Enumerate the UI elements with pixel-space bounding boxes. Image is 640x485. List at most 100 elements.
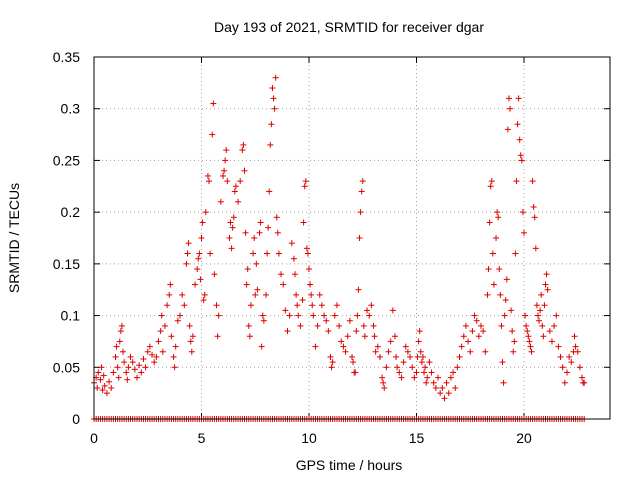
data-point [445, 390, 452, 397]
data-point [411, 374, 418, 381]
data-point [257, 219, 264, 226]
data-point [268, 121, 275, 128]
data-point [424, 374, 431, 381]
data-point [510, 348, 517, 355]
data-point [525, 333, 532, 340]
data-point [226, 235, 233, 241]
data-point [235, 198, 242, 205]
data-point [116, 338, 123, 345]
data-point [101, 382, 108, 389]
data-point [480, 328, 487, 335]
data-point [557, 353, 564, 360]
axis-ticks: 0 0.05 0.1 0.15 0.2 0.25 0.3 0.35 0 5 10 15 20 [53, 49, 610, 446]
data-point [270, 95, 277, 102]
data-point [517, 152, 524, 159]
data-point [342, 348, 349, 355]
data-point [415, 338, 422, 345]
data-point [354, 312, 361, 319]
data-point [171, 364, 178, 371]
data-point [125, 364, 132, 371]
data-point [338, 338, 345, 345]
data-point [518, 157, 525, 164]
data-point [478, 322, 484, 329]
data-point [385, 348, 392, 355]
data-point [113, 343, 120, 350]
data-point [364, 307, 371, 314]
data-point [499, 359, 506, 366]
data-point [221, 167, 228, 174]
data-point [189, 333, 196, 340]
data-point [443, 379, 450, 386]
data-point [110, 369, 117, 376]
data-point [202, 209, 209, 216]
data-point [195, 255, 202, 262]
data-point [555, 343, 562, 350]
data-point [494, 209, 501, 216]
data-point [389, 307, 396, 314]
data-point [404, 348, 411, 355]
data-point [142, 364, 149, 371]
data-point [209, 131, 216, 138]
data-point [108, 384, 115, 391]
data-point [333, 302, 340, 309]
data-point [417, 348, 424, 355]
data-point [127, 353, 134, 360]
data-point [487, 183, 494, 190]
data-point [392, 333, 398, 340]
data-point [349, 353, 355, 360]
data-point [462, 322, 469, 329]
data-point [230, 214, 237, 221]
data-point [282, 307, 289, 314]
data-point [515, 95, 522, 102]
data-point [217, 198, 224, 205]
data-point [497, 291, 504, 298]
data-point [321, 312, 328, 319]
data-point [353, 328, 360, 335]
data-point [124, 376, 131, 383]
data-point [284, 328, 291, 335]
chart-title: Day 193 of 2021, SRMTID for receiver dga… [214, 19, 484, 35]
data-point [250, 250, 257, 257]
data-point [514, 121, 521, 128]
data-point [164, 302, 171, 309]
data-point [308, 291, 315, 298]
data-point [254, 286, 261, 293]
data-point [245, 322, 252, 329]
data-point [252, 291, 259, 298]
x-tick-label: 15 [409, 430, 425, 446]
data-point [181, 302, 188, 309]
data-point [185, 240, 192, 247]
data-point [493, 235, 500, 241]
data-point [265, 224, 272, 231]
data-point [312, 343, 319, 350]
data-point [271, 105, 278, 112]
data-point [117, 328, 124, 335]
data-point [519, 209, 526, 216]
data-point [247, 302, 254, 309]
data-point [120, 348, 127, 355]
data-point [106, 378, 113, 385]
data-point [340, 343, 347, 350]
plot-frame [93, 56, 611, 420]
data-point [400, 359, 407, 366]
data-point [422, 364, 429, 371]
data-point [323, 317, 330, 324]
data-point [95, 369, 102, 376]
data-point [542, 281, 549, 288]
data-point [500, 379, 507, 386]
data-point [200, 297, 207, 304]
data-point [301, 183, 308, 190]
data-point [524, 328, 531, 335]
data-point [115, 374, 122, 381]
data-point [151, 359, 158, 366]
data-point [529, 178, 536, 185]
data-point [430, 379, 437, 386]
data-point [292, 271, 299, 278]
data-point [423, 379, 430, 386]
data-point [402, 343, 409, 350]
x-tick-label: 10 [301, 430, 317, 446]
data-point [239, 147, 246, 154]
data-point [242, 229, 249, 236]
